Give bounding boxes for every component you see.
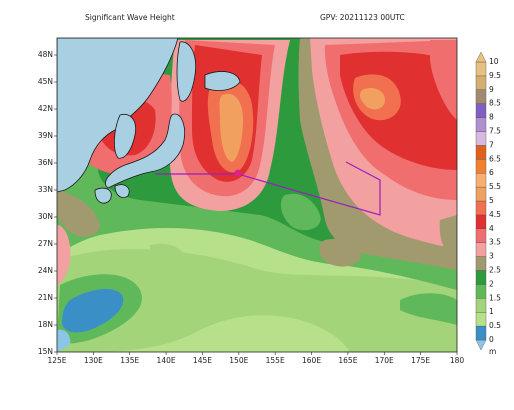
- lat-label: 24N: [38, 266, 53, 275]
- legend-swatch: [475, 214, 487, 229]
- legend-swatch: [475, 75, 487, 91]
- lon-label: 130E: [84, 356, 103, 365]
- color-legend: 0 0.5 1 1.5 2 2.5 3 3.5 4 4.5 5 5.5 6 6.5 7 7.5 8 8.5 9 9.5…: [475, 51, 501, 356]
- lat-label: 48N: [38, 50, 53, 59]
- lon-label: 170E: [375, 356, 394, 365]
- lon-label: 180: [450, 356, 465, 365]
- legend-swatch: [475, 325, 487, 341]
- legend-swatch: [475, 131, 487, 146]
- lon-label: 175E: [411, 356, 430, 365]
- lat-label: 36N: [38, 158, 53, 167]
- lon-label: 140E: [157, 356, 176, 365]
- lat-label: 30N: [38, 212, 53, 221]
- subtitle: GPV: 20211123 00UTC: [320, 13, 405, 22]
- legend-unit: m: [489, 347, 496, 356]
- legend-swatch: [475, 51, 487, 63]
- lon-label: 155E: [266, 356, 285, 365]
- legend-label: 0: [489, 335, 494, 344]
- legend-swatch: [475, 270, 487, 285]
- legend-label: 9: [489, 85, 494, 94]
- legend-label: 4: [489, 224, 494, 233]
- lat-label: 18N: [38, 320, 53, 329]
- title: Significant Wave Height: [85, 13, 175, 22]
- axes: 15N 18N 21N 24N 27N 30N 33N 36N 39N 42N 45N 48N 125E…: [38, 50, 465, 365]
- legend-swatch: [475, 145, 487, 160]
- lat-label: 27N: [38, 239, 53, 248]
- lat-label: 33N: [38, 185, 53, 194]
- legend-swatch: [475, 256, 487, 271]
- lon-label: 160E: [302, 356, 321, 365]
- legend-swatch: [475, 103, 487, 118]
- lon-label: 145E: [193, 356, 212, 365]
- legend-swatch: [475, 186, 487, 202]
- lat-label: 15N: [38, 347, 53, 356]
- legend-swatch: [475, 312, 487, 327]
- legend-label: 1.5: [489, 293, 501, 302]
- legend-label: 4.5: [489, 210, 501, 219]
- map-frame: [56, 37, 458, 353]
- legend-label: 6.5: [489, 154, 501, 163]
- legend-swatch: [475, 242, 487, 257]
- legend-swatch: [475, 89, 487, 104]
- legend-label: 8.5: [489, 99, 501, 108]
- legend-swatch: [475, 200, 487, 216]
- lat-label: 45N: [38, 77, 53, 86]
- wave-field: [57, 38, 457, 352]
- legend-label: 5.5: [489, 182, 501, 191]
- lon-label: 135E: [120, 356, 139, 365]
- legend-swatch: [475, 61, 487, 77]
- legend-swatch: [475, 284, 487, 299]
- legend-label: 1: [489, 307, 494, 316]
- legend-label: 2.5: [489, 266, 501, 275]
- lon-label: 125E: [47, 356, 66, 365]
- legend-swatch: [475, 172, 487, 188]
- legend-label: 10: [489, 57, 499, 66]
- legend-label: 6: [489, 168, 494, 177]
- legend-swatch: [475, 298, 487, 313]
- legend-swatch: [475, 117, 487, 132]
- legend-label: 2: [489, 279, 494, 288]
- legend-swatch: [475, 228, 487, 243]
- lon-label: 150E: [229, 356, 248, 365]
- lat-label: 39N: [38, 131, 53, 140]
- lat-label: 21N: [38, 293, 53, 302]
- legend-label: 0.5: [489, 321, 501, 330]
- legend-label: 7: [489, 140, 494, 149]
- legend-swatch: [475, 339, 487, 351]
- lon-label: 165E: [338, 356, 357, 365]
- lat-label: 42N: [38, 104, 53, 113]
- legend-label: 7.5: [489, 127, 501, 136]
- legend-label: 3.5: [489, 238, 501, 247]
- legend-label: 8: [489, 113, 494, 122]
- legend-label: 3: [489, 252, 494, 261]
- legend-swatch: [475, 159, 487, 174]
- legend-label: 5: [489, 196, 494, 205]
- legend-label: 9.5: [489, 71, 501, 80]
